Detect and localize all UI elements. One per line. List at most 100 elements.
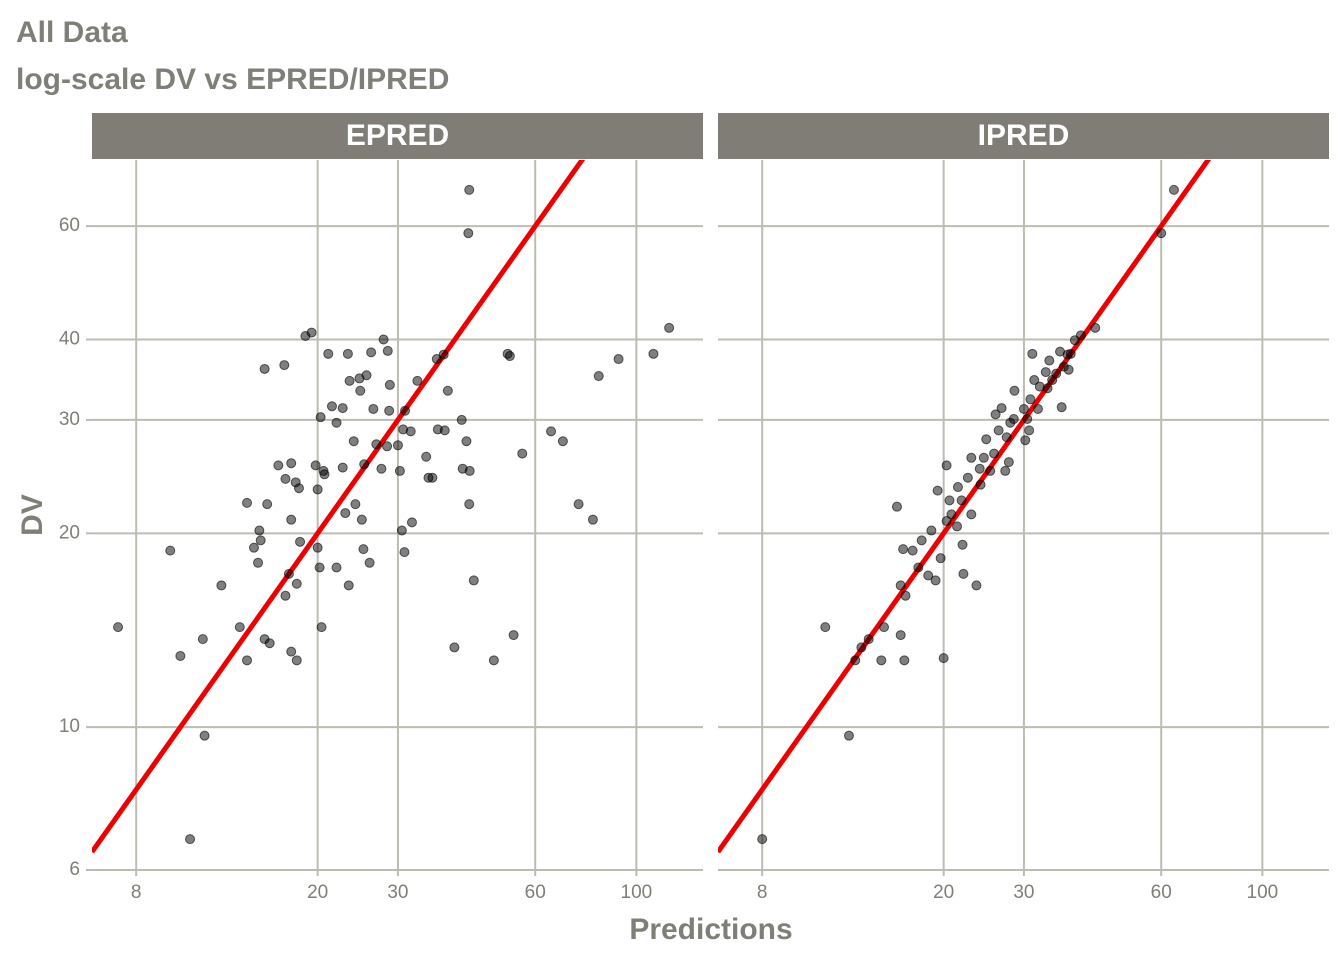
- data-point: [461, 436, 472, 447]
- x-tick-label: 100: [621, 882, 653, 903]
- data-point: [113, 622, 124, 633]
- data-point: [989, 448, 1000, 459]
- data-point: [286, 458, 297, 469]
- data-point: [907, 545, 918, 556]
- data-point: [291, 655, 302, 666]
- data-point: [350, 499, 361, 510]
- data-point: [421, 451, 432, 462]
- data-point: [820, 622, 831, 633]
- data-point: [337, 462, 348, 473]
- data-point: [312, 484, 323, 495]
- data-point: [843, 730, 854, 741]
- data-point: [978, 452, 989, 463]
- data-point: [312, 542, 323, 553]
- data-point: [1056, 402, 1067, 413]
- facet-strip: [92, 113, 703, 159]
- data-point: [996, 403, 1007, 414]
- data-point: [930, 575, 941, 586]
- data-point: [985, 465, 996, 476]
- data-point: [315, 412, 326, 423]
- data-point: [412, 375, 423, 386]
- data-point: [359, 459, 370, 470]
- data-point: [648, 348, 659, 359]
- data-point: [1000, 465, 1011, 476]
- data-point: [290, 477, 301, 488]
- data-point: [358, 544, 369, 555]
- data-point: [384, 405, 395, 416]
- data-point: [310, 460, 321, 471]
- data-point: [966, 509, 977, 520]
- facet-strip: [718, 113, 1329, 159]
- data-point: [941, 460, 952, 471]
- data-point: [990, 409, 1001, 420]
- data-point: [295, 536, 306, 547]
- data-point: [254, 525, 265, 536]
- data-point: [1090, 322, 1101, 333]
- data-point: [400, 405, 411, 416]
- data-point: [1040, 367, 1051, 378]
- data-point: [517, 448, 528, 459]
- y-tick-label: 20: [59, 522, 80, 543]
- data-point: [382, 345, 393, 356]
- data-point: [926, 525, 937, 536]
- data-point: [1022, 414, 1033, 425]
- data-point: [932, 485, 943, 496]
- data-point: [264, 638, 275, 649]
- data-point: [280, 473, 291, 484]
- data-point: [962, 472, 973, 483]
- data-point: [1024, 425, 1035, 436]
- data-point: [856, 642, 867, 653]
- data-point: [1065, 348, 1076, 359]
- data-point: [242, 655, 253, 666]
- data-point: [975, 479, 986, 490]
- data-point: [291, 578, 302, 589]
- data-point: [368, 403, 379, 414]
- data-point: [234, 622, 245, 633]
- data-point: [1009, 385, 1020, 396]
- data-point: [974, 463, 985, 474]
- data-point: [993, 425, 1004, 436]
- data-point: [340, 508, 351, 519]
- data-point: [1025, 394, 1036, 405]
- data-point: [1063, 364, 1074, 375]
- data-point: [946, 509, 957, 520]
- data-point: [557, 436, 568, 447]
- data-point: [343, 580, 354, 591]
- data-point: [442, 385, 453, 396]
- panel-marks: [718, 160, 1212, 854]
- data-point: [1018, 403, 1029, 414]
- data-point: [394, 465, 405, 476]
- x-tick-label: 60: [1151, 882, 1172, 903]
- x-tick-label: 100: [1247, 882, 1279, 903]
- data-point: [399, 547, 410, 558]
- data-point: [1156, 228, 1167, 239]
- data-point: [898, 544, 909, 555]
- data-point: [895, 580, 906, 591]
- x-tick-label: 30: [1013, 882, 1034, 903]
- data-point: [891, 501, 902, 512]
- data-point: [508, 630, 519, 641]
- data-point: [319, 469, 330, 480]
- data-point: [382, 441, 393, 452]
- data-point: [427, 472, 438, 483]
- data-point: [895, 630, 906, 641]
- data-point: [468, 575, 479, 586]
- data-point: [439, 425, 450, 436]
- data-point: [253, 557, 264, 568]
- data-point: [1044, 355, 1055, 366]
- chart-title: All Data: [16, 16, 128, 49]
- data-point: [1075, 330, 1086, 341]
- data-point: [938, 653, 949, 664]
- data-point: [259, 363, 270, 374]
- data-point: [378, 334, 389, 345]
- data-point: [431, 354, 442, 365]
- identity-line: [92, 160, 586, 854]
- y-tick-label: 60: [59, 215, 80, 236]
- y-tick-label: 10: [59, 716, 80, 737]
- data-point: [197, 634, 208, 645]
- data-point: [331, 417, 342, 428]
- data-point: [613, 354, 624, 365]
- data-point: [952, 521, 963, 532]
- data-point: [593, 371, 604, 382]
- data-point: [757, 834, 768, 845]
